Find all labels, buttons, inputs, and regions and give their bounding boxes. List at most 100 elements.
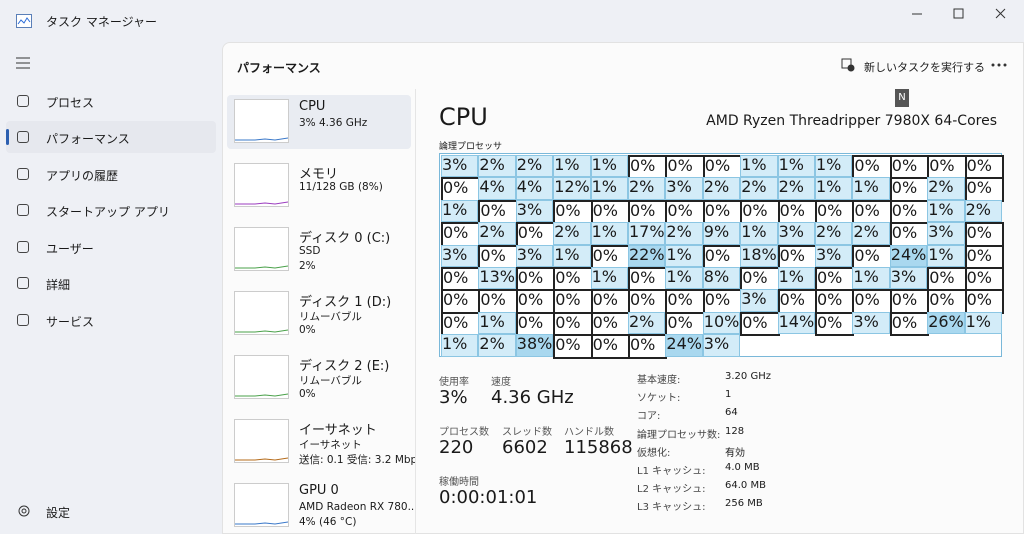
nav-icon	[17, 241, 29, 253]
nav-item[interactable]: パフォーマンス	[46, 132, 130, 146]
core-cell: 0%	[553, 334, 593, 359]
core-cell: 4%	[478, 177, 516, 200]
core-cell: 38%	[515, 334, 554, 357]
core-cell: 2%	[515, 155, 554, 178]
core-cell: 1%	[852, 267, 890, 290]
core-cell: 0%	[889, 222, 930, 247]
core-cell: 3%	[889, 267, 928, 290]
core-cell: 13%	[478, 267, 516, 290]
core-cell: 0%	[777, 199, 817, 225]
device-detail: SSD	[299, 245, 321, 257]
core-cell: 0%	[889, 155, 930, 180]
nav-item[interactable]: スタートアップ アプリ	[46, 205, 170, 219]
core-cell: 0%	[852, 244, 892, 269]
thumbnail-graph	[235, 137, 289, 141]
nav-item[interactable]: プロセス	[46, 96, 95, 110]
core-cell: 0%	[628, 199, 668, 225]
core-cell: 0%	[441, 222, 481, 247]
tooltip: N	[895, 89, 909, 107]
device-name[interactable]: CPU	[299, 99, 326, 114]
nav-item[interactable]: ユーザー	[46, 242, 94, 256]
core-cell: 3%	[927, 222, 965, 245]
device-thumbnail	[234, 419, 289, 463]
content-panel: パフォーマンス 新しいタスクを実行する N CPU 3% 4.36 GHz メモリ 1…	[222, 42, 1024, 534]
more-button[interactable]	[991, 63, 1007, 67]
nav-icon	[17, 204, 29, 216]
core-cell: 1%	[815, 155, 853, 178]
core-cell: 0%	[964, 244, 1004, 269]
device-name[interactable]: ディスク 1 (D:)	[299, 295, 392, 310]
settings[interactable]: 設定	[46, 506, 71, 520]
device-list: CPU 3% 4.36 GHz メモリ 11/128 GB (8%) ディスク 0 (C…	[223, 89, 416, 534]
core-cell: 0%	[628, 267, 668, 292]
core-cell: 3%	[441, 155, 479, 178]
core-cell: 0%	[964, 155, 1004, 180]
nav-item[interactable]: 詳細	[46, 278, 71, 292]
core-cell: 0%	[478, 199, 518, 225]
page-title: パフォーマンス	[237, 61, 321, 75]
device-detail: 0%	[299, 388, 316, 400]
core-cell: 0%	[702, 289, 743, 314]
core-cell: 0%	[815, 267, 855, 292]
core-cell: 1%	[553, 155, 591, 178]
core-cell: 0%	[964, 267, 1004, 292]
core-cell: 0%	[927, 289, 967, 314]
core-cell: 0%	[553, 267, 593, 292]
core-cell: 0%	[665, 199, 705, 225]
core-cell: 18%	[740, 244, 778, 267]
stat-label: スレッド数	[502, 427, 552, 438]
core-cell: 0%	[515, 289, 556, 314]
core-grid: 3% 2% 2% 1% 1% 0% 0% 0% 1% 1% 1% 0% 0% 0% 0% 0% 4% 4% 12% 1…	[439, 153, 1004, 359]
device-name[interactable]: GPU 0	[299, 483, 339, 498]
core-cell: 3%	[441, 244, 479, 267]
spec-value: 256 MB	[725, 498, 763, 510]
device-thumbnail	[234, 227, 289, 271]
core-cell: 1%	[777, 155, 815, 178]
core-cell: 1%	[590, 267, 628, 290]
core-cell: 1%	[927, 199, 965, 223]
core-cell: 0%	[889, 199, 930, 225]
core-cell: 0%	[441, 267, 481, 292]
core-cell: 0%	[441, 177, 481, 202]
core-cell: 22%	[628, 244, 666, 267]
core-cell: 0%	[852, 199, 892, 225]
device-name[interactable]: ディスク 2 (E:)	[299, 359, 390, 374]
core-cell: 0%	[740, 199, 780, 225]
spec-value: 1	[725, 389, 732, 401]
core-cell: 0%	[740, 267, 780, 292]
nav-item[interactable]: サービス	[46, 315, 95, 329]
core-cell: 9%	[702, 222, 741, 245]
run-task-button[interactable]: 新しいタスクを実行する	[864, 61, 985, 74]
core-cell: 0%	[927, 155, 967, 180]
core-cell: 2%	[553, 222, 591, 245]
core-cell: 0%	[702, 199, 743, 225]
window-controls[interactable]	[900, 0, 1024, 30]
device-thumbnail	[234, 355, 289, 399]
core-cell: 12%	[553, 177, 591, 200]
core-cell: 2%	[478, 222, 516, 245]
device-name[interactable]: メモリ	[299, 167, 339, 182]
core-cell: 17%	[628, 222, 666, 245]
device-thumbnail	[234, 99, 289, 143]
stat-label: 稼働時間	[439, 477, 479, 488]
cpu-model: AMD Ryzen Threadripper 7980X 64-Cores	[706, 113, 997, 129]
device-thumbnail	[234, 163, 289, 207]
device-name[interactable]: イーサネット	[299, 423, 377, 438]
menu-button[interactable]	[16, 57, 32, 69]
core-cell: 0%	[815, 199, 855, 225]
run-task-icon	[841, 58, 855, 72]
core-cell: 3%	[515, 199, 554, 223]
core-cell: 0%	[740, 311, 780, 337]
core-cell: 0%	[590, 199, 630, 225]
core-cell: 14%	[777, 311, 815, 335]
spec-value: 64.0 MB	[725, 480, 766, 492]
device-detail: リムーバブル	[299, 375, 362, 387]
core-cell: 1%	[441, 199, 479, 223]
core-cell: 0%	[553, 199, 593, 225]
core-cell: 2%	[852, 222, 890, 245]
spec-label: コア:	[637, 411, 661, 423]
core-cell: 0%	[852, 289, 892, 314]
device-name[interactable]: ディスク 0 (C:)	[299, 231, 391, 246]
device-detail: 3% 4.36 GHz	[299, 117, 368, 129]
nav-item[interactable]: アプリの履歴	[46, 169, 119, 183]
